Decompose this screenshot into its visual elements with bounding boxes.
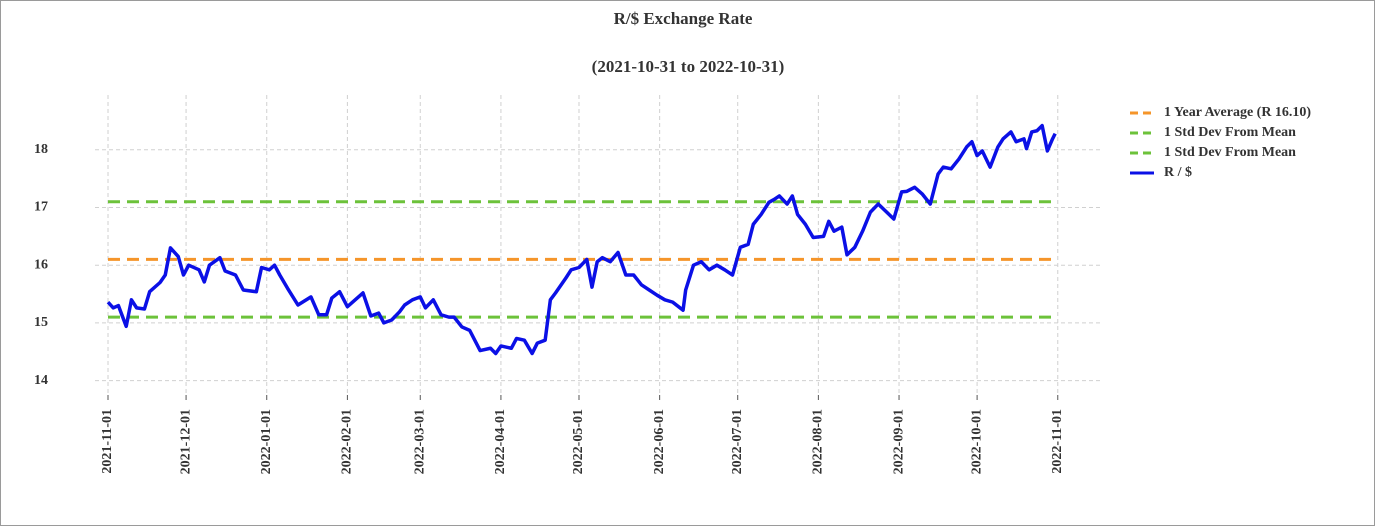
x-tick-label: 2022-04-01	[493, 409, 508, 474]
x-tick-label: 2022-09-01	[891, 409, 906, 474]
x-tick-label: 2021-11-01	[100, 409, 115, 474]
y-tick-label: 16	[34, 257, 48, 272]
legend-label: 1 Std Dev From Mean	[1164, 125, 1296, 140]
x-tick-label: 2022-08-01	[811, 409, 826, 474]
y-tick-label: 14	[34, 373, 48, 388]
x-tick-label: 2022-10-01	[969, 409, 984, 474]
x-tick-label: 2021-12-01	[178, 409, 193, 474]
chart-title: R/$ Exchange Rate	[614, 9, 753, 28]
x-tick-label: 2022-05-01	[571, 409, 586, 474]
legend-label: 1 Std Dev From Mean	[1164, 145, 1296, 160]
chart-subtitle: (2021-10-31 to 2022-10-31)	[592, 57, 785, 76]
y-tick-label: 15	[34, 315, 48, 330]
x-tick-label: 2022-03-01	[412, 409, 427, 474]
y-tick-label: 18	[34, 142, 48, 157]
legend-label: 1 Year Average (R 16.10)	[1164, 105, 1311, 120]
x-tick-label: 2022-11-01	[1050, 409, 1065, 474]
x-tick-label: 2022-01-01	[259, 409, 274, 474]
x-tick-label: 2022-07-01	[730, 409, 745, 474]
line-series	[106, 123, 1057, 356]
y-tick-label: 17	[34, 200, 48, 215]
x-tick-label: 2022-02-01	[340, 409, 355, 474]
legend-label: R / $	[1164, 165, 1192, 180]
x-tick-label: 2022-06-01	[652, 409, 667, 474]
